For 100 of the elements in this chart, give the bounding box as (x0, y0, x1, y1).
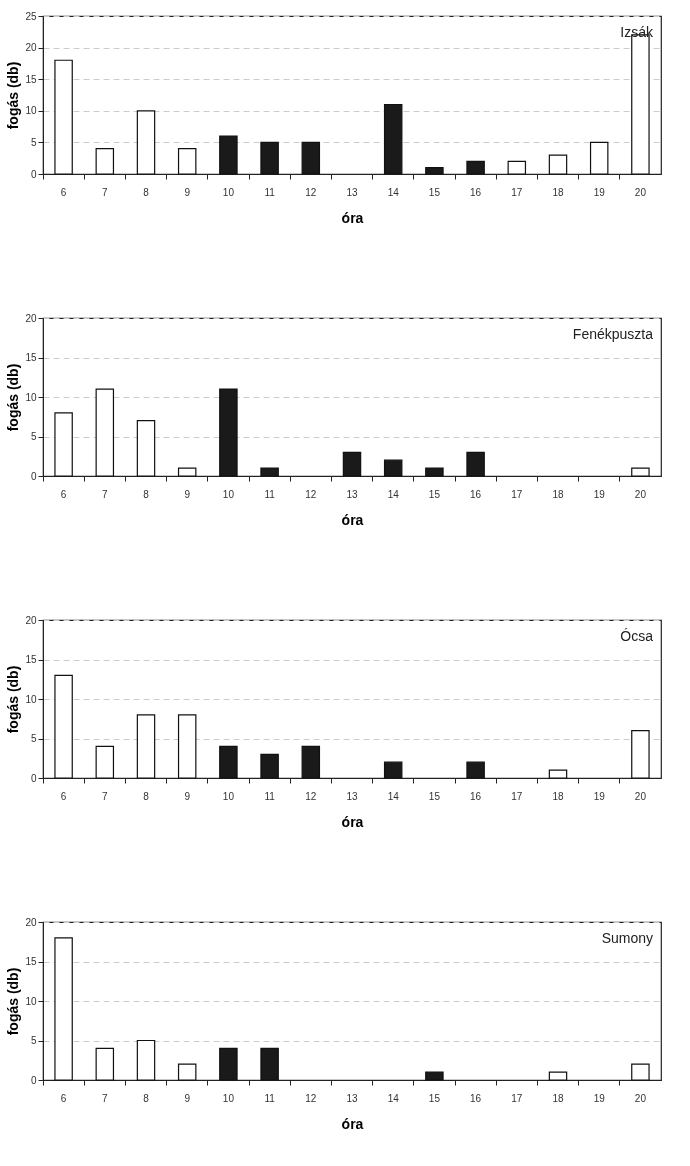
y-tick-label: 5 (30, 431, 37, 442)
x-tick-label: 8 (143, 790, 150, 802)
bar (136, 714, 156, 779)
bar (548, 1071, 568, 1081)
x-tick-label: 20 (634, 488, 647, 500)
y-tick-label: 15 (25, 352, 37, 363)
x-tick-label: 15 (428, 186, 441, 198)
x-tick-label: 14 (387, 790, 400, 802)
x-tick-label: 20 (634, 1092, 647, 1104)
x-tick-label: 12 (305, 1092, 317, 1104)
y-tick-label: 10 (25, 105, 37, 117)
x-tick-label: 12 (305, 790, 317, 802)
bar (54, 937, 73, 1081)
y-axis-title: fogás (db) (5, 363, 22, 432)
x-tick-label: 16 (470, 1092, 482, 1104)
bar (507, 160, 527, 175)
x-tick-label: 17 (511, 790, 523, 802)
x-tick-label: 17 (511, 186, 523, 198)
annotation: Sumony (601, 930, 653, 946)
bar (631, 730, 650, 779)
y-tick-label: 10 (25, 693, 37, 705)
annotation: Ócsa (620, 628, 654, 644)
annotation: Izsák (620, 24, 654, 40)
x-tick-label: 6 (60, 488, 67, 500)
y-tick-label: 0 (30, 772, 37, 784)
x-tick-label: 18 (552, 488, 564, 500)
x-tick-label: 9 (184, 790, 191, 802)
bar (177, 714, 197, 779)
x-tick-label: 15 (428, 488, 441, 500)
x-tick-label: 10 (222, 186, 235, 198)
x-tick-label: 17 (511, 488, 523, 500)
bar (136, 420, 156, 477)
x-tick-label: 6 (60, 186, 67, 198)
x-tick-label: 17 (511, 1092, 523, 1104)
x-tick-label: 6 (60, 1092, 67, 1104)
x-tick-label: 9 (184, 1092, 191, 1104)
y-axis-title: fogás (db) (5, 665, 22, 734)
x-tick-label: 16 (470, 186, 482, 198)
x-tick-label: 19 (593, 790, 606, 802)
x-tick-label: 19 (593, 488, 606, 500)
bar (548, 154, 568, 175)
x-tick-label: 11 (264, 790, 276, 802)
x-tick-label: 11 (264, 488, 276, 500)
bar (54, 412, 73, 477)
x-tick-label: 12 (305, 186, 317, 198)
x-tick-label: 7 (102, 488, 109, 500)
bar (177, 467, 197, 477)
y-tick-label: 0 (30, 1074, 37, 1086)
y-tick-label: 25 (25, 10, 37, 22)
annotation: Fenékpuszta (572, 326, 654, 342)
x-tick-label: 10 (222, 790, 235, 802)
x-tick-label: 10 (222, 1092, 235, 1104)
y-axis-title: fogás (db) (5, 61, 22, 130)
x-tick-label: 9 (184, 488, 191, 500)
bar (95, 388, 115, 477)
x-tick-label: 13 (346, 186, 358, 198)
x-tick-label: 20 (634, 790, 647, 802)
y-axis-title: fogás (db) (5, 967, 22, 1036)
y-tick-label: 15 (25, 956, 37, 967)
x-tick-label: 15 (428, 1092, 441, 1104)
x-tick-label: 10 (222, 488, 235, 500)
bar (631, 467, 650, 477)
x-tick-label: 13 (346, 1092, 358, 1104)
x-tick-label: 7 (102, 186, 109, 198)
x-tick-label: 7 (102, 790, 109, 802)
x-tick-label: 12 (305, 488, 317, 500)
bar (54, 674, 73, 779)
x-tick-label: 18 (552, 790, 564, 802)
y-tick-label: 20 (25, 312, 37, 324)
y-tick-label: 10 (25, 995, 37, 1007)
x-tick-label: 16 (470, 488, 482, 500)
x-tick-label: 9 (184, 186, 191, 198)
x-tick-label: 19 (593, 1092, 606, 1104)
y-tick-label: 0 (30, 470, 37, 482)
x-tick-label: 13 (346, 488, 358, 500)
bar (177, 1063, 197, 1081)
x-tick-label: 11 (264, 186, 276, 198)
x-tick-label: 11 (264, 1092, 276, 1104)
y-tick-label: 20 (25, 42, 37, 54)
x-tick-label: 20 (634, 186, 647, 198)
x-tick-label: 18 (552, 1092, 564, 1104)
x-tick-label: 14 (387, 1092, 400, 1104)
bar (136, 110, 156, 175)
x-axis-title: óra (341, 511, 364, 528)
x-tick-label: 8 (143, 186, 150, 198)
x-axis-title: óra (341, 813, 364, 830)
x-tick-label: 16 (470, 790, 482, 802)
bar (95, 745, 115, 779)
y-tick-label: 15 (25, 654, 37, 665)
bar (95, 148, 115, 175)
y-tick-label: 15 (25, 73, 37, 85)
x-tick-label: 8 (143, 488, 150, 500)
bar (589, 141, 609, 175)
bar (631, 1063, 650, 1081)
x-tick-label: 14 (387, 488, 400, 500)
bar (136, 1039, 156, 1081)
x-tick-label: 7 (102, 1092, 109, 1104)
y-tick-label: 0 (30, 168, 37, 180)
x-axis-title: óra (341, 1115, 364, 1132)
y-tick-label: 20 (25, 614, 37, 626)
